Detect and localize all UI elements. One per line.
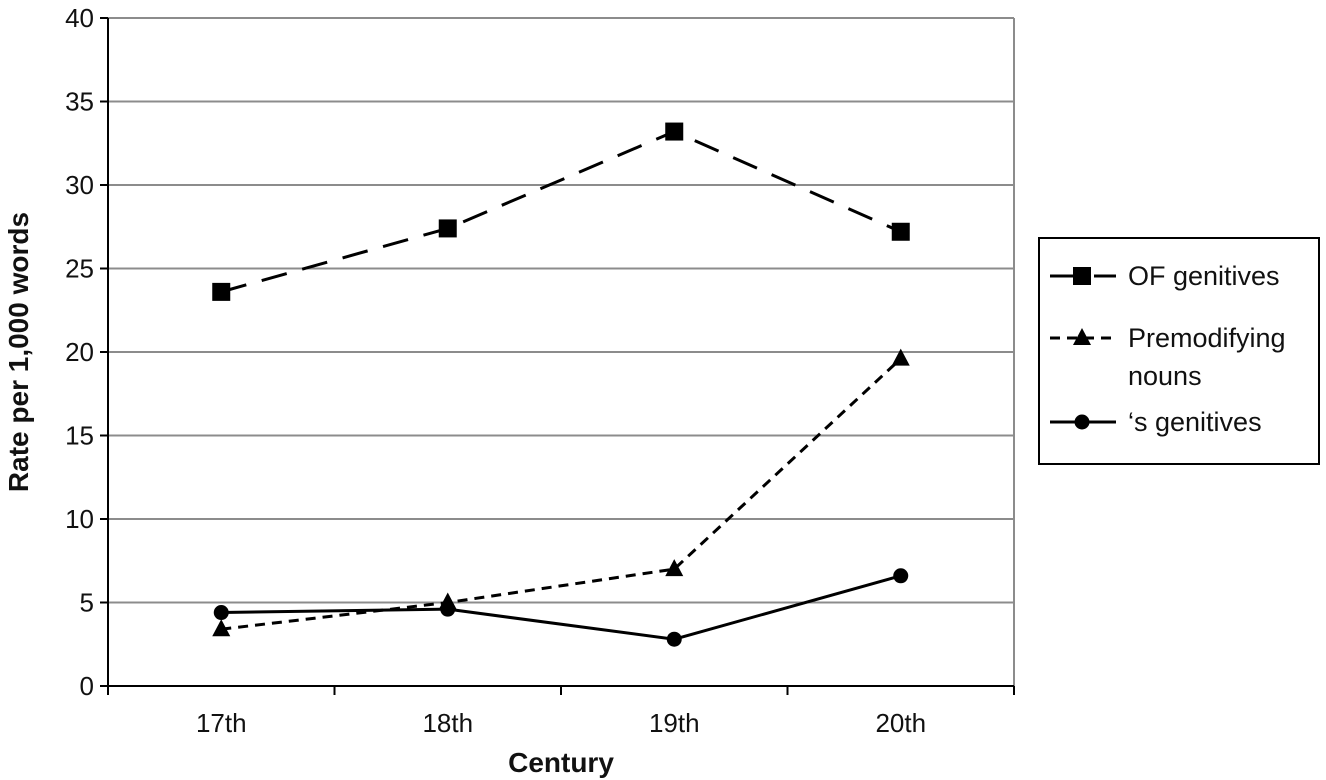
circle-series-line bbox=[221, 574, 902, 641]
grid-lines bbox=[108, 17, 1014, 604]
legend-label: Premodifying nouns bbox=[1128, 323, 1286, 391]
y-tick-label: 40 bbox=[65, 3, 94, 33]
legend-label-line: Premodifying bbox=[1128, 323, 1286, 353]
legend-label-line: ‘s genitives bbox=[1128, 407, 1262, 437]
y-tick-label: 15 bbox=[65, 421, 94, 451]
x-tick-label: 18th bbox=[422, 708, 473, 738]
legend-marker-circle bbox=[1074, 414, 1090, 430]
y-tick-label: 0 bbox=[80, 671, 94, 701]
y-tick-label: 30 bbox=[65, 170, 94, 200]
legend-label: ‘s genitives bbox=[1128, 407, 1262, 437]
triangle-series-point bbox=[212, 619, 231, 637]
y-tick-label: 10 bbox=[65, 504, 94, 534]
x-tick-label: 17th bbox=[196, 708, 247, 738]
square-series-point bbox=[665, 122, 684, 141]
legend-label-line: nouns bbox=[1128, 361, 1202, 391]
y-tick-label: 5 bbox=[80, 588, 94, 618]
legend-label-line: OF genitives bbox=[1128, 261, 1280, 291]
triangle-series-line bbox=[221, 357, 902, 631]
y-tick-label: 35 bbox=[65, 87, 94, 117]
y-axis-title: Rate per 1,000 words bbox=[3, 212, 34, 492]
legend-marker-triangle bbox=[1073, 328, 1091, 345]
legend: OF genitives Premodifying nouns ‘s genitive… bbox=[1038, 237, 1320, 465]
triangle-series-point bbox=[665, 559, 684, 577]
circle-series-point bbox=[440, 601, 456, 617]
circle-series-point bbox=[666, 631, 682, 647]
square-series-line bbox=[220, 129, 902, 294]
circle-series-point bbox=[213, 605, 229, 621]
x-axis-title: Century bbox=[508, 747, 614, 778]
triangle-series-point bbox=[891, 348, 910, 366]
legend-marker-square bbox=[1073, 267, 1091, 285]
x-tick-label: 19th bbox=[649, 708, 700, 738]
square-series-point bbox=[212, 282, 231, 301]
legend-entries: OF genitives Premodifying nouns ‘s genitive… bbox=[1050, 261, 1286, 437]
x-tick-label: 20th bbox=[875, 708, 926, 738]
circle-series-point bbox=[893, 568, 909, 584]
legend-label: OF genitives bbox=[1128, 261, 1280, 291]
series-group bbox=[212, 122, 910, 647]
tick-labels: 0 5 10 15 20 25 30 35 40 17th 18th 19th 20th bbox=[65, 3, 926, 738]
square-series-point bbox=[891, 222, 910, 241]
axes bbox=[100, 17, 1015, 695]
square-series-point bbox=[438, 219, 457, 238]
y-tick-label: 25 bbox=[65, 254, 94, 284]
y-tick-label: 20 bbox=[65, 337, 94, 367]
